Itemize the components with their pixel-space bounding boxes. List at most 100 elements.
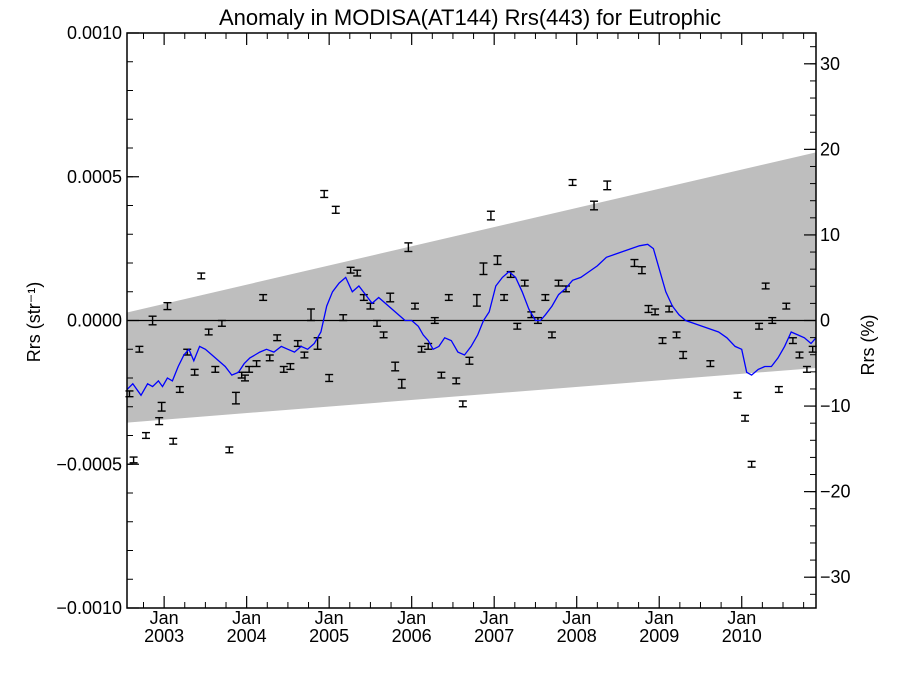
data-point-errorbar [465,356,474,365]
data-point-errorbar [169,437,178,445]
data-point-errorbar [353,269,362,277]
data-point-errorbar [386,292,395,303]
data-point-errorbar [672,331,681,339]
data-point-errorbar [359,293,368,302]
right-tick-label: −10 [820,396,851,416]
left-axis-label: Rrs (str⁻¹) [24,282,44,362]
data-point-errorbar [197,272,206,280]
data-point-errorbar [346,266,355,274]
data-point-errorbar [568,178,577,187]
data-point-errorbar [774,385,783,394]
data-point-errorbar [141,431,150,440]
data-point-errorbar [300,351,309,359]
data-point-errorbar [320,189,329,199]
x-tick-month-label: Jan [397,608,426,628]
data-point-errorbar [339,314,348,322]
right-tick-label: 30 [820,54,840,74]
data-point-errorbar [590,200,599,211]
right-axis-label: Rrs (%) [858,315,878,376]
data-point-errorbar [163,301,172,311]
right-tick-label: −20 [820,482,851,502]
x-tick-month-label: Jan [645,608,674,628]
data-point-errorbar [658,337,667,345]
x-tick-year-label: 2004 [227,626,267,646]
right-tick-label: 0 [820,311,830,331]
data-point-errorbar [417,345,426,353]
x-tick-month-label: Jan [480,608,509,628]
data-point-errorbar [795,351,804,359]
data-point-errorbar [155,416,164,426]
data-point-errorbar [486,210,495,221]
data-point-errorbar [397,378,406,389]
data-point-errorbar [733,391,742,399]
data-point-errorbar [252,360,261,368]
left-tick-label: 0.0000 [67,311,122,331]
chart-title: Anomaly in MODISA(AT144) Rrs(443) for Eu… [219,5,721,30]
data-point-errorbar [630,258,639,268]
data-point-errorbar [331,205,340,214]
data-point-errorbar [706,360,715,368]
x-tick-month-label: Jan [150,608,179,628]
data-point-errorbar [747,460,756,468]
data-point-errorbar [802,365,811,373]
left-tick-label: 0.0010 [67,23,122,43]
data-point-errorbar [430,316,439,325]
data-point-errorbar [637,266,646,275]
plot-area: 0.0010 0.0005 0.0000 −0.0005 −0.0010 30 2010 0 −… [56,23,850,646]
data-point-errorbar [129,456,138,464]
data-point-errorbar [513,322,522,330]
data-point-errorbar [135,345,144,353]
left-tick-label: −0.0010 [56,598,122,618]
x-tick-month-label: Jan [315,608,344,628]
left-tick-label: 0.0005 [67,167,122,187]
data-point-errorbar [286,362,295,371]
data-point-errorbar [541,293,550,302]
data-point-errorbar [424,342,433,350]
data-point-errorbar [458,400,467,408]
data-point-errorbar [245,365,254,373]
data-point-errorbar [761,282,770,290]
data-point-errorbar [782,302,791,310]
data-point-errorbar [225,446,234,454]
data-point-errorbar [603,180,612,191]
data-point-errorbar [204,328,213,336]
data-point-errorbar [520,279,529,287]
x-tick-year-label: 2005 [309,626,349,646]
x-tick-year-label: 2003 [144,626,184,646]
data-point-errorbar [644,304,653,314]
uncertainty-band [127,152,816,423]
data-point-errorbar [217,319,226,327]
data-point-errorbar [379,331,388,339]
x-tick-year-label: 2009 [639,626,679,646]
data-point-errorbar [651,308,660,316]
data-point-errorbar [231,391,240,405]
data-point-errorbar [240,374,249,382]
running-mean-line [126,243,817,397]
x-tick-month-label: Jan [232,608,261,628]
data-point-errorbar [547,331,556,339]
data-point-errorbar [500,293,509,302]
right-tick-label: 20 [820,139,840,159]
data-point-errorbar [273,334,282,342]
x-tick-year-label: 2006 [392,626,432,646]
data-point-errorbar [479,262,488,276]
data-point-errorbar [148,315,157,326]
data-point-errorbar [325,373,334,383]
data-point-errorbar [410,302,419,310]
data-point-errorbar [452,377,461,385]
data-point-errorbar [259,293,268,302]
data-point-errorbar [788,337,797,345]
data-point-errorbar [679,350,688,360]
x-tick-year-label: 2010 [722,626,762,646]
x-tick-month-label: Jan [562,608,591,628]
right-tick-label: −30 [820,567,851,587]
left-tick-label: −0.0005 [56,454,122,474]
x-tick-month-label: Jan [727,608,756,628]
data-point-errorbar [755,322,764,330]
data-point-errorbar [437,371,446,379]
data-point-errorbar [404,242,413,253]
data-point-errorbar [190,368,199,376]
data-point-errorbar [175,385,184,394]
